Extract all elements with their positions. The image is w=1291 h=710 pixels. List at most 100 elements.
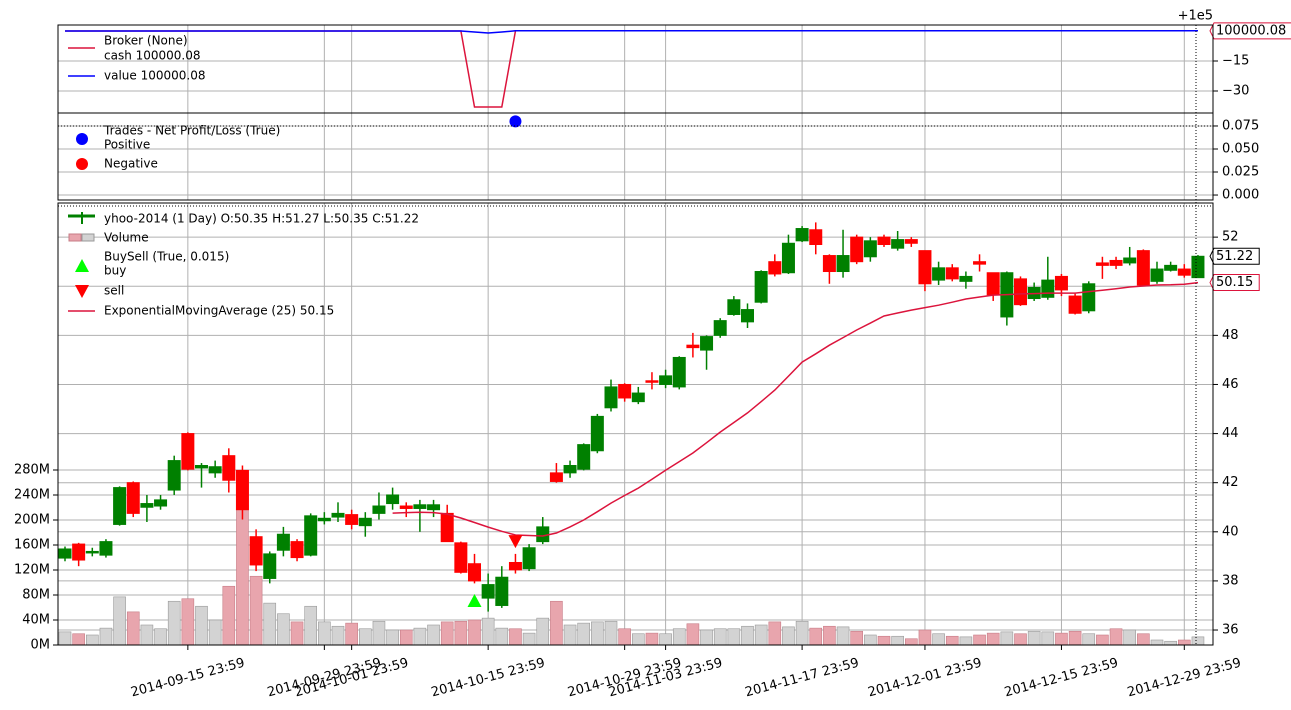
volume-bar	[536, 617, 550, 646]
volume-bar	[277, 613, 290, 646]
volume-bar	[58, 631, 72, 646]
candle-body	[372, 505, 386, 514]
legend-label: value 100000.08	[104, 69, 205, 83]
candle-body	[536, 526, 550, 543]
candle-body	[986, 272, 1000, 296]
legend-label: cash 100000.08	[104, 49, 201, 63]
volume-bar	[823, 625, 836, 646]
volume-bar	[1150, 639, 1164, 646]
volume-bar	[399, 629, 413, 646]
y-tick-label: −15	[1222, 54, 1249, 69]
volume-bar	[481, 617, 495, 646]
volume-bar	[318, 621, 331, 646]
candle-body	[1014, 278, 1027, 306]
y-tick-label: 46	[1222, 377, 1239, 392]
volume-bar	[1082, 633, 1096, 646]
legend-label: BuySell (True, 0.015)	[104, 250, 229, 264]
volume-bar	[945, 635, 959, 646]
candle-body	[522, 547, 536, 570]
y-tick-label: 40	[1222, 524, 1239, 539]
candle-body	[481, 584, 495, 599]
y-tick-label: −30	[1222, 84, 1249, 99]
volume-bar	[113, 596, 126, 646]
legend-title: Broker (None)	[104, 34, 188, 48]
candle-body	[1054, 275, 1068, 291]
y-tick-label: 42	[1222, 475, 1239, 490]
candle-body	[795, 228, 809, 242]
legend-label: Negative	[104, 157, 158, 171]
candle-body	[386, 494, 400, 505]
candle-body	[836, 255, 850, 273]
volume-bar	[290, 621, 304, 646]
volume-bar	[263, 602, 277, 646]
volume-bar	[72, 633, 85, 646]
candle-body	[1191, 255, 1205, 279]
candle-body	[945, 267, 959, 280]
legend-swatch	[68, 233, 82, 242]
candle-body	[645, 380, 659, 383]
y-tick-label: 44	[1222, 426, 1239, 441]
legend-label: Positive	[104, 138, 150, 152]
candle-body	[468, 563, 481, 582]
candle-body	[99, 541, 113, 556]
volume-bar	[631, 633, 645, 646]
volume-bar	[372, 620, 386, 646]
panel-frame	[57, 202, 1214, 646]
ema-line	[392, 281, 1199, 537]
volume-bar	[236, 504, 249, 646]
volume-bar	[795, 620, 809, 646]
volume-bar	[331, 625, 345, 646]
y-tick-label: 120M	[14, 563, 50, 578]
candle-body	[1177, 268, 1191, 276]
candle-body	[781, 242, 795, 274]
value-tag: 100000.08	[1216, 23, 1286, 38]
y-tick-label: 240M	[14, 488, 50, 503]
volume-bar	[986, 632, 1000, 646]
candle-body	[700, 336, 714, 351]
candle-body	[495, 576, 509, 606]
volume-bar	[1000, 631, 1014, 646]
candle-body	[809, 229, 823, 245]
y-tick-label: 38	[1222, 573, 1239, 588]
y-tick-label: 0.000	[1222, 188, 1259, 203]
volume-bar	[891, 635, 904, 646]
y-tick-label: 0M	[31, 638, 51, 653]
legend-title: Trades - Net Profit/Loss (True)	[103, 124, 280, 138]
candle-body	[249, 536, 263, 566]
candle-body	[440, 512, 454, 543]
volume-bar	[413, 627, 427, 646]
y-tick-label: 0.025	[1222, 165, 1259, 180]
y-tick-label: 80M	[22, 588, 50, 603]
volume-bar	[700, 629, 713, 646]
volume-bar	[672, 628, 686, 646]
candle-body	[590, 415, 604, 452]
legend-swatch	[75, 285, 89, 298]
volume-bar	[386, 629, 399, 646]
volume-bar	[427, 624, 440, 646]
volume-bar	[440, 621, 454, 646]
volume-bar	[959, 636, 973, 646]
candle-body	[195, 464, 208, 469]
value-tag: 50.15	[1216, 275, 1253, 290]
volume-bar	[563, 624, 577, 646]
panel-frame	[57, 112, 1214, 201]
series-line	[65, 30, 1198, 34]
volume-bar	[495, 627, 509, 646]
offset-label: +1e5	[1178, 9, 1213, 24]
candle-body	[618, 383, 632, 399]
candle-body	[345, 514, 359, 525]
candle-body	[113, 487, 127, 525]
volume-bar	[1164, 640, 1177, 646]
volume-bar	[1014, 633, 1027, 646]
candle-body	[140, 503, 154, 508]
candle-body	[72, 543, 86, 561]
candle-body	[686, 344, 700, 349]
candle-body	[904, 239, 918, 244]
candle-body	[891, 239, 905, 249]
volume-bar	[1096, 634, 1109, 646]
candle-body	[454, 542, 468, 573]
candle-body	[1164, 264, 1178, 271]
y-tick-label: 160M	[14, 538, 50, 553]
